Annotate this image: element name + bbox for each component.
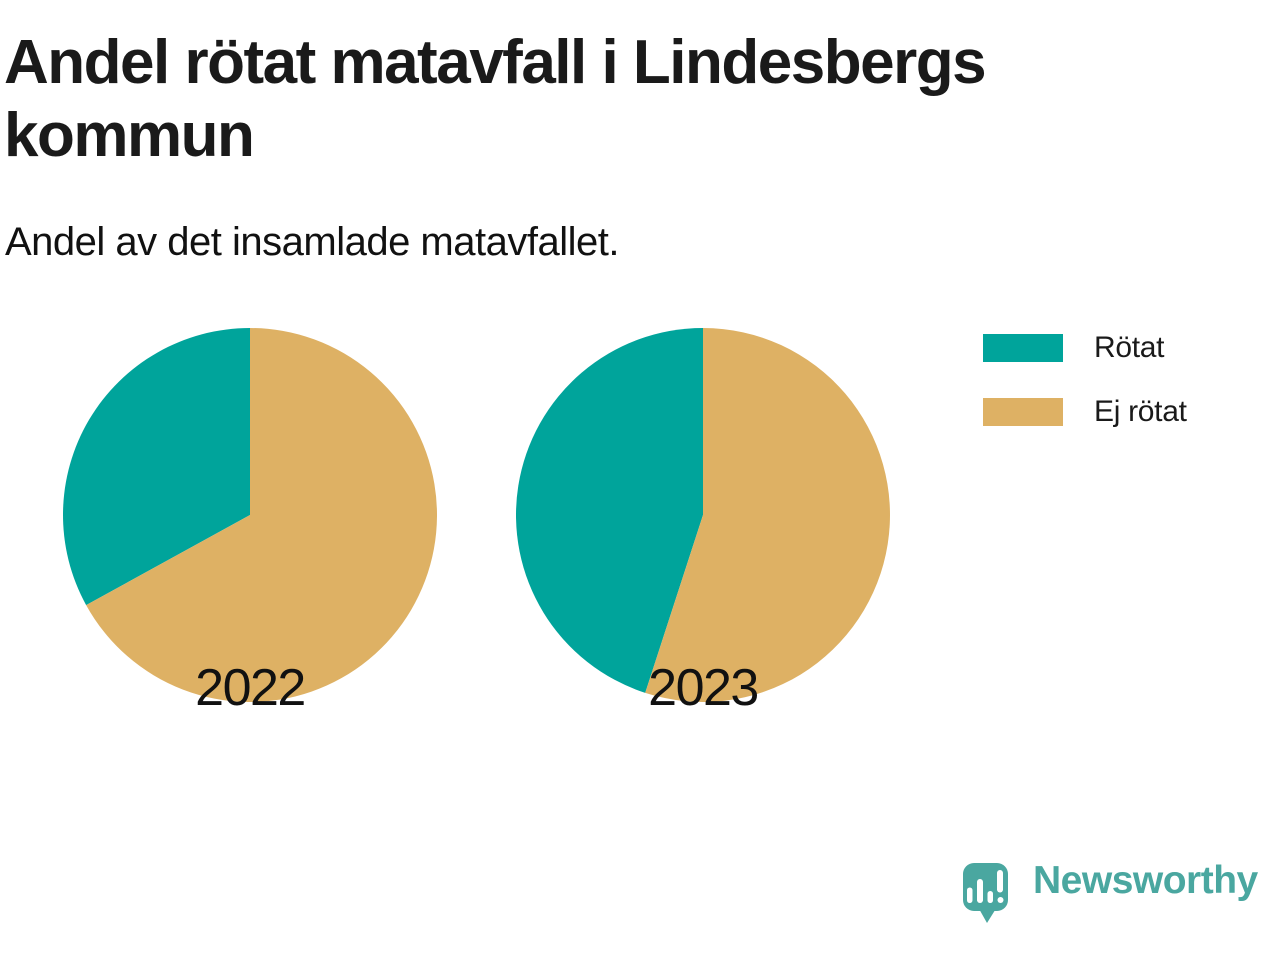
category-label-2023: 2023: [648, 659, 759, 717]
newsworthy-logo-text: Newsworthy: [1033, 859, 1258, 902]
legend-label-rotat: Rötat: [1094, 331, 1165, 364]
chart-subtitle: Andel av det insamlade matavfallet.: [5, 220, 619, 264]
legend: Rötat Ej rötat: [983, 331, 1187, 429]
legend-item-ej-rotat: Ej rötat: [983, 395, 1187, 429]
category-label-2022: 2022: [195, 659, 306, 717]
pie-chart-2022: [63, 328, 437, 702]
pie-2022: 2022: [63, 328, 437, 728]
legend-item-rotat: Rötat: [983, 331, 1187, 365]
newsworthy-speech-bubble-icon: [963, 863, 1008, 923]
newsworthy-logo: Newsworthy: [963, 859, 1258, 924]
legend-swatch-rotat: [983, 334, 1063, 362]
chart-title: Andel rötat matavfall i Lindesbergs komm…: [4, 28, 987, 171]
pie-2023: 2023: [516, 328, 890, 728]
legend-label-ej-rotat: Ej rötat: [1094, 395, 1187, 428]
pie-chart-2023: [516, 328, 890, 702]
legend-swatch-ej-rotat: [983, 398, 1063, 426]
